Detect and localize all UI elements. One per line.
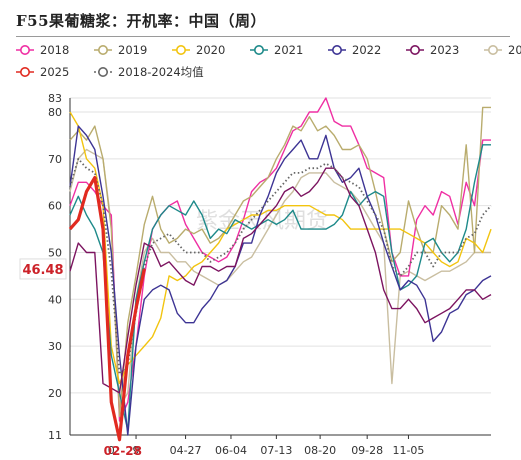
callout-value: 46.48	[22, 263, 63, 278]
series-line-2025	[68, 176, 146, 442]
x-tick-label-highlight: 02-28	[104, 444, 142, 458]
y-tick-label: 83	[48, 92, 62, 105]
y-tick-label: 40	[48, 293, 62, 306]
legend-label: 2018-2024均值	[118, 65, 204, 79]
x-tick-label: 06-04	[215, 444, 247, 457]
x-tick-label: 11-05	[392, 444, 424, 457]
series-line-2023	[69, 167, 492, 394]
x-tick-label: 09-28	[351, 444, 383, 457]
legend-item-2018-2024均值: 2018-2024均值	[94, 65, 204, 79]
legend-label: 2021	[274, 43, 303, 57]
legend-item-2020: 2020	[172, 43, 225, 57]
legend-label: 2019	[118, 43, 147, 57]
legend-label: 2022	[352, 43, 381, 57]
y-tick-label: 50	[48, 246, 62, 259]
legend-item-2021: 2021	[250, 43, 303, 57]
x-tick-label-start: 0	[108, 444, 115, 457]
legend-label: 2025	[40, 65, 69, 79]
y-tick-label: 80	[48, 106, 62, 119]
legend-label: 2024	[508, 43, 521, 57]
legend-marker	[98, 44, 109, 55]
series-line-2020	[69, 111, 492, 385]
legend-marker	[19, 44, 30, 55]
series-line-2021	[69, 144, 491, 431]
legend-label: 2020	[196, 43, 225, 57]
y-tick-label: 11	[48, 429, 62, 442]
legend-item-2019: 2019	[94, 43, 147, 57]
legend-item-2024: 2024	[484, 43, 521, 57]
title-divider	[16, 36, 510, 37]
x-tick-label: 07-13	[260, 444, 292, 457]
legend-item-2018: 2018	[16, 43, 69, 57]
series-line-2022	[69, 125, 492, 436]
legend-marker	[487, 44, 498, 55]
legend-marker	[98, 67, 109, 78]
y-tick-label: 30	[48, 340, 62, 353]
chart-title: F55果葡糖浆：开机率：中国（周）	[16, 12, 267, 30]
legend-marker	[254, 44, 265, 55]
legend-marker	[331, 44, 342, 55]
legend-item-2022: 2022	[328, 43, 381, 57]
legend-item-2023: 2023	[406, 43, 459, 57]
legend-label: 2018	[40, 43, 69, 57]
y-tick-label: 70	[48, 153, 62, 166]
x-tick-label: 9	[133, 444, 140, 457]
x-tick-label: 04-27	[170, 444, 202, 457]
x-tick-label: 08-20	[304, 444, 336, 457]
legend-marker	[409, 44, 420, 55]
series-line-2018-2024均值	[69, 157, 492, 376]
legend-marker	[19, 67, 30, 78]
y-tick-label: 20	[48, 387, 62, 400]
y-tick-label: 60	[48, 200, 62, 213]
callout-box	[19, 258, 67, 280]
series-line-2018	[69, 97, 491, 422]
legend-label: 2023	[430, 43, 459, 57]
legend-item-2025: 2025	[16, 65, 69, 79]
legend-marker	[176, 44, 187, 55]
